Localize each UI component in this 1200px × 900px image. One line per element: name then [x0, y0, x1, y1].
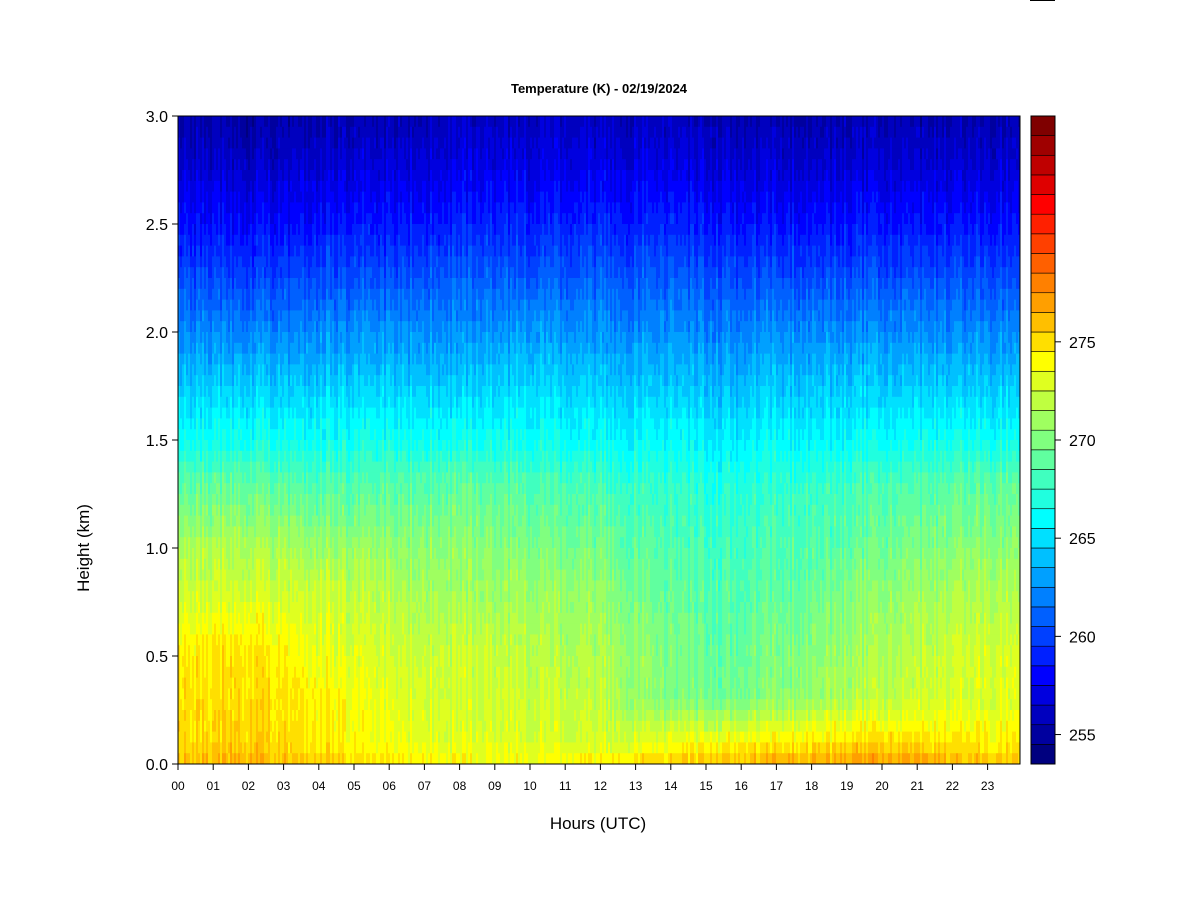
heatmap-field — [178, 116, 1020, 764]
chart-title: Temperature (K) - 02/19/2024 — [511, 81, 688, 96]
